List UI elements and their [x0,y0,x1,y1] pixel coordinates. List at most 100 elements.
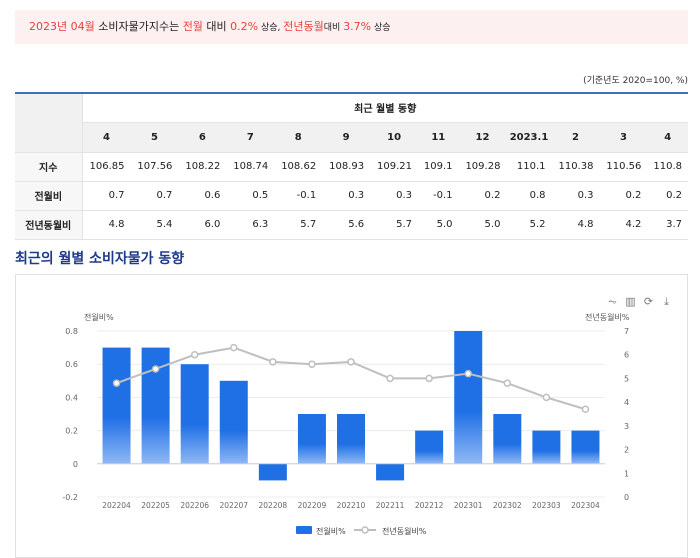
table-row-label: 전년동월비 [15,210,83,240]
yoy-point [347,358,355,366]
section-title: 최근의 월별 소비자물가 동향 [15,251,185,267]
legend-bar-label: 전월비% [316,526,346,536]
left-axis-tick-label: 0.6 [65,360,78,369]
table-col-header: 7 [226,122,275,153]
legend-line-label: 전년동월비% [382,526,427,536]
bar-chart-icon[interactable]: ▥ [625,295,636,308]
x-tick-label: 202209 [298,501,327,510]
table-cell: -0.1 [418,181,459,211]
banner-yoy-value: 3.7% [343,20,372,33]
table-cell: 0.3 [370,181,419,211]
banner-vs: 대비 [202,20,231,33]
right-axis-tick-label: 4 [624,398,629,407]
table-row: 전월비 0.7 0.7 0.6 0.5 -0.1 0.3 0.3 -0.1 0.2 0.8 0.3 0.… [15,181,688,211]
table-cell: 108.62 [274,152,323,182]
table-cell: 5.6 [322,210,371,240]
table-cell: 110.56 [599,152,648,182]
bar [532,430,561,464]
table-cell: 110.1 [506,152,552,182]
table-col-header: 2023.1 [506,122,552,153]
table-cell: 109.1 [418,152,459,182]
bar [180,364,209,464]
table-col-header: 4 [82,122,131,153]
table-cell: 5.7 [370,210,419,240]
table-cell: 0.7 [130,181,179,211]
table-cell: 0.2 [458,181,507,211]
unit-note: (기준년도 2020=100, %) [583,76,688,86]
x-tick-label: 202206 [180,501,209,510]
yoy-point [190,350,199,359]
right-axis-tick-label: 6 [624,351,629,360]
legend-line-marker [361,526,369,534]
right-axis-title: 전년동월비% [585,312,630,322]
bar [571,430,600,464]
yoy-point [308,360,316,368]
table-cell: 108.93 [322,152,371,182]
left-axis-tick-label: -0.2 [62,493,78,502]
x-tick-label: 202301 [454,501,483,510]
table-col-header: 10 [370,122,419,153]
table-cell: 0.7 [82,181,131,211]
table-cell: 4.8 [551,210,600,240]
left-axis-tick-label: 0.2 [65,427,78,436]
right-axis-tick-label: 5 [624,374,629,383]
bar [219,380,248,464]
table-cell: 0.6 [178,181,227,211]
table-row: 전년동월비 4.8 5.4 6.0 6.3 5.7 5.6 5.7 5.0 5.0 5.2 4.8 4.… [15,210,688,240]
table-col-header: 3 [599,122,648,153]
table-col-header: 8 [274,122,323,153]
table-cell: 5.2 [506,210,552,240]
x-tick-label: 202211 [376,501,405,510]
right-axis-tick-label: 3 [624,422,629,431]
banner-vs2: 대비 [323,23,344,33]
banner-subject: 소비자물가지수는 [94,20,183,33]
yoy-point [112,379,121,387]
bar [376,463,405,481]
line-chart-icon[interactable]: ⏦ [608,295,617,308]
x-tick-label: 202207 [219,501,248,510]
banner-yoy-label: 전년동월 [283,20,324,33]
table-cell: 0.2 [599,181,648,211]
bar [415,430,444,464]
table-col-header: 4 [647,122,688,153]
right-axis-tick-label: 2 [624,446,629,455]
table-cell: 0.2 [647,181,688,211]
bar [102,347,131,464]
banner-mom-value: 0.2% [230,20,259,33]
table-cell: 5.7 [274,210,323,240]
banner-yoy-dir: 상승 [371,23,391,33]
download-icon[interactable]: ⤓ [664,295,669,308]
table-cell: 108.22 [178,152,227,182]
table-cell: 6.0 [178,210,227,240]
left-axis-title: 전월비% [84,312,114,322]
yoy-point [386,374,394,383]
table-cell: 106.85 [82,152,131,182]
left-axis-tick-label: 0 [73,460,78,469]
table-row-label: 전월비 [15,181,83,211]
table-col-header: 5 [130,122,179,153]
table-cell: 0.8 [506,181,552,211]
yoy-point [269,358,277,366]
left-axis-tick-label: 0.8 [65,327,78,336]
banner-mom-label: 전월 [182,20,203,33]
bar [454,331,483,464]
chart-toolbar: ⏦ ▥ ⟳ ⤓ [606,295,673,308]
right-axis-tick-label: 0 [624,493,629,502]
table-cell: 4.2 [599,210,648,240]
table-cell: 109.21 [370,152,419,182]
x-tick-label: 202303 [532,501,561,510]
table-col-header: 6 [178,122,227,153]
yoy-point [503,379,512,387]
legend-bar-swatch [296,526,312,534]
table-cell: 4.8 [82,210,131,240]
refresh-icon[interactable]: ⟳ [643,295,654,308]
x-tick-label: 202210 [337,501,366,510]
table-cell: 110.8 [647,152,688,182]
table-cell: 107.56 [130,152,179,182]
table-group-header: 최근 월별 동향 [82,92,688,123]
table-cell: 109.28 [458,152,507,182]
table-cell: 0.3 [322,181,371,211]
x-tick-label: 202302 [493,501,522,510]
right-axis-tick-label: 1 [624,469,629,478]
